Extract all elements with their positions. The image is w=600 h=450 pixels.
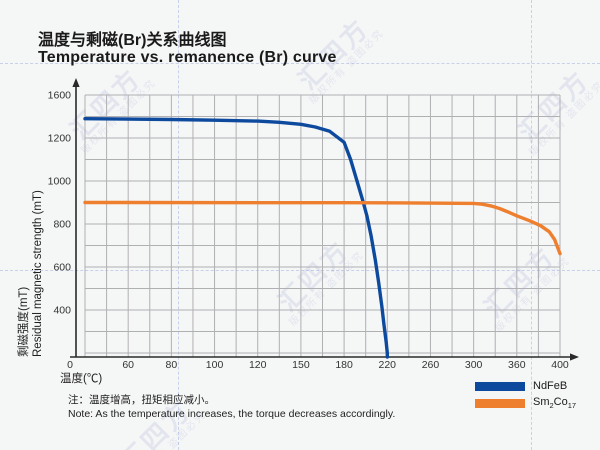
x-tick-label: 180 [335,359,353,371]
x-tick-label: 400 [551,359,569,371]
x-tick-label: 150 [292,359,310,371]
x-tick-label: 100 [206,359,224,371]
x-tick-label: 0 [67,359,73,371]
note-cn: 注：温度增高，扭矩相应减小。 [68,394,215,406]
x-tick-label: 260 [422,359,440,371]
y-axis-arrow [72,78,80,87]
x-axis-arrow [570,353,579,361]
x-tick-label: 360 [508,359,526,371]
y-axis-title-cn: 剩磁强度(mT) [18,286,30,357]
y-tick-label: 1000 [48,176,72,188]
note-en: Note: As the temperature increases, the … [68,408,396,420]
y-tick-label: 400 [53,305,71,317]
x-axis-title: 温度(℃) [60,373,103,385]
y-tick-label: 600 [53,262,71,274]
x-tick-label: 300 [465,359,483,371]
chart-title-en: Temperature vs. remanence (Br) curve [38,49,337,66]
y-axis-title: 剩磁强度(mT) Residual magnetic strength (mT) [17,80,45,357]
legend-label-ndfeb: NdFeB [533,380,568,392]
x-tick-label: 220 [379,359,397,371]
x-tick-label: 60 [122,359,134,371]
y-tick-label: 1600 [48,90,72,102]
x-tick-label: 120 [249,359,267,371]
legend-swatch-sm2co17 [475,398,525,408]
chart-title-cn: 温度与剩磁(Br)关系曲线图 [38,32,227,49]
y-tick-label: 1200 [48,133,72,145]
legend: NdFeB Sm2Co17 [475,380,576,414]
legend-label-sm2co17: Sm2Co17 [533,396,577,411]
x-tick-label: 80 [166,359,178,371]
legend-item-ndfeb: NdFeB [475,380,576,392]
y-axis-title-en: Residual magnetic strength (mT) [32,190,44,357]
series-curve-sm2co17 [83,200,562,256]
series-curve-ndfeb [83,117,389,359]
legend-swatch-ndfeb [475,381,525,391]
chart-note: 注：温度增高，扭矩相应减小。 Note: As the temperature … [68,393,395,421]
legend-item-sm2co17: Sm2Co17 [475,396,576,410]
y-tick-label: 800 [53,219,71,231]
